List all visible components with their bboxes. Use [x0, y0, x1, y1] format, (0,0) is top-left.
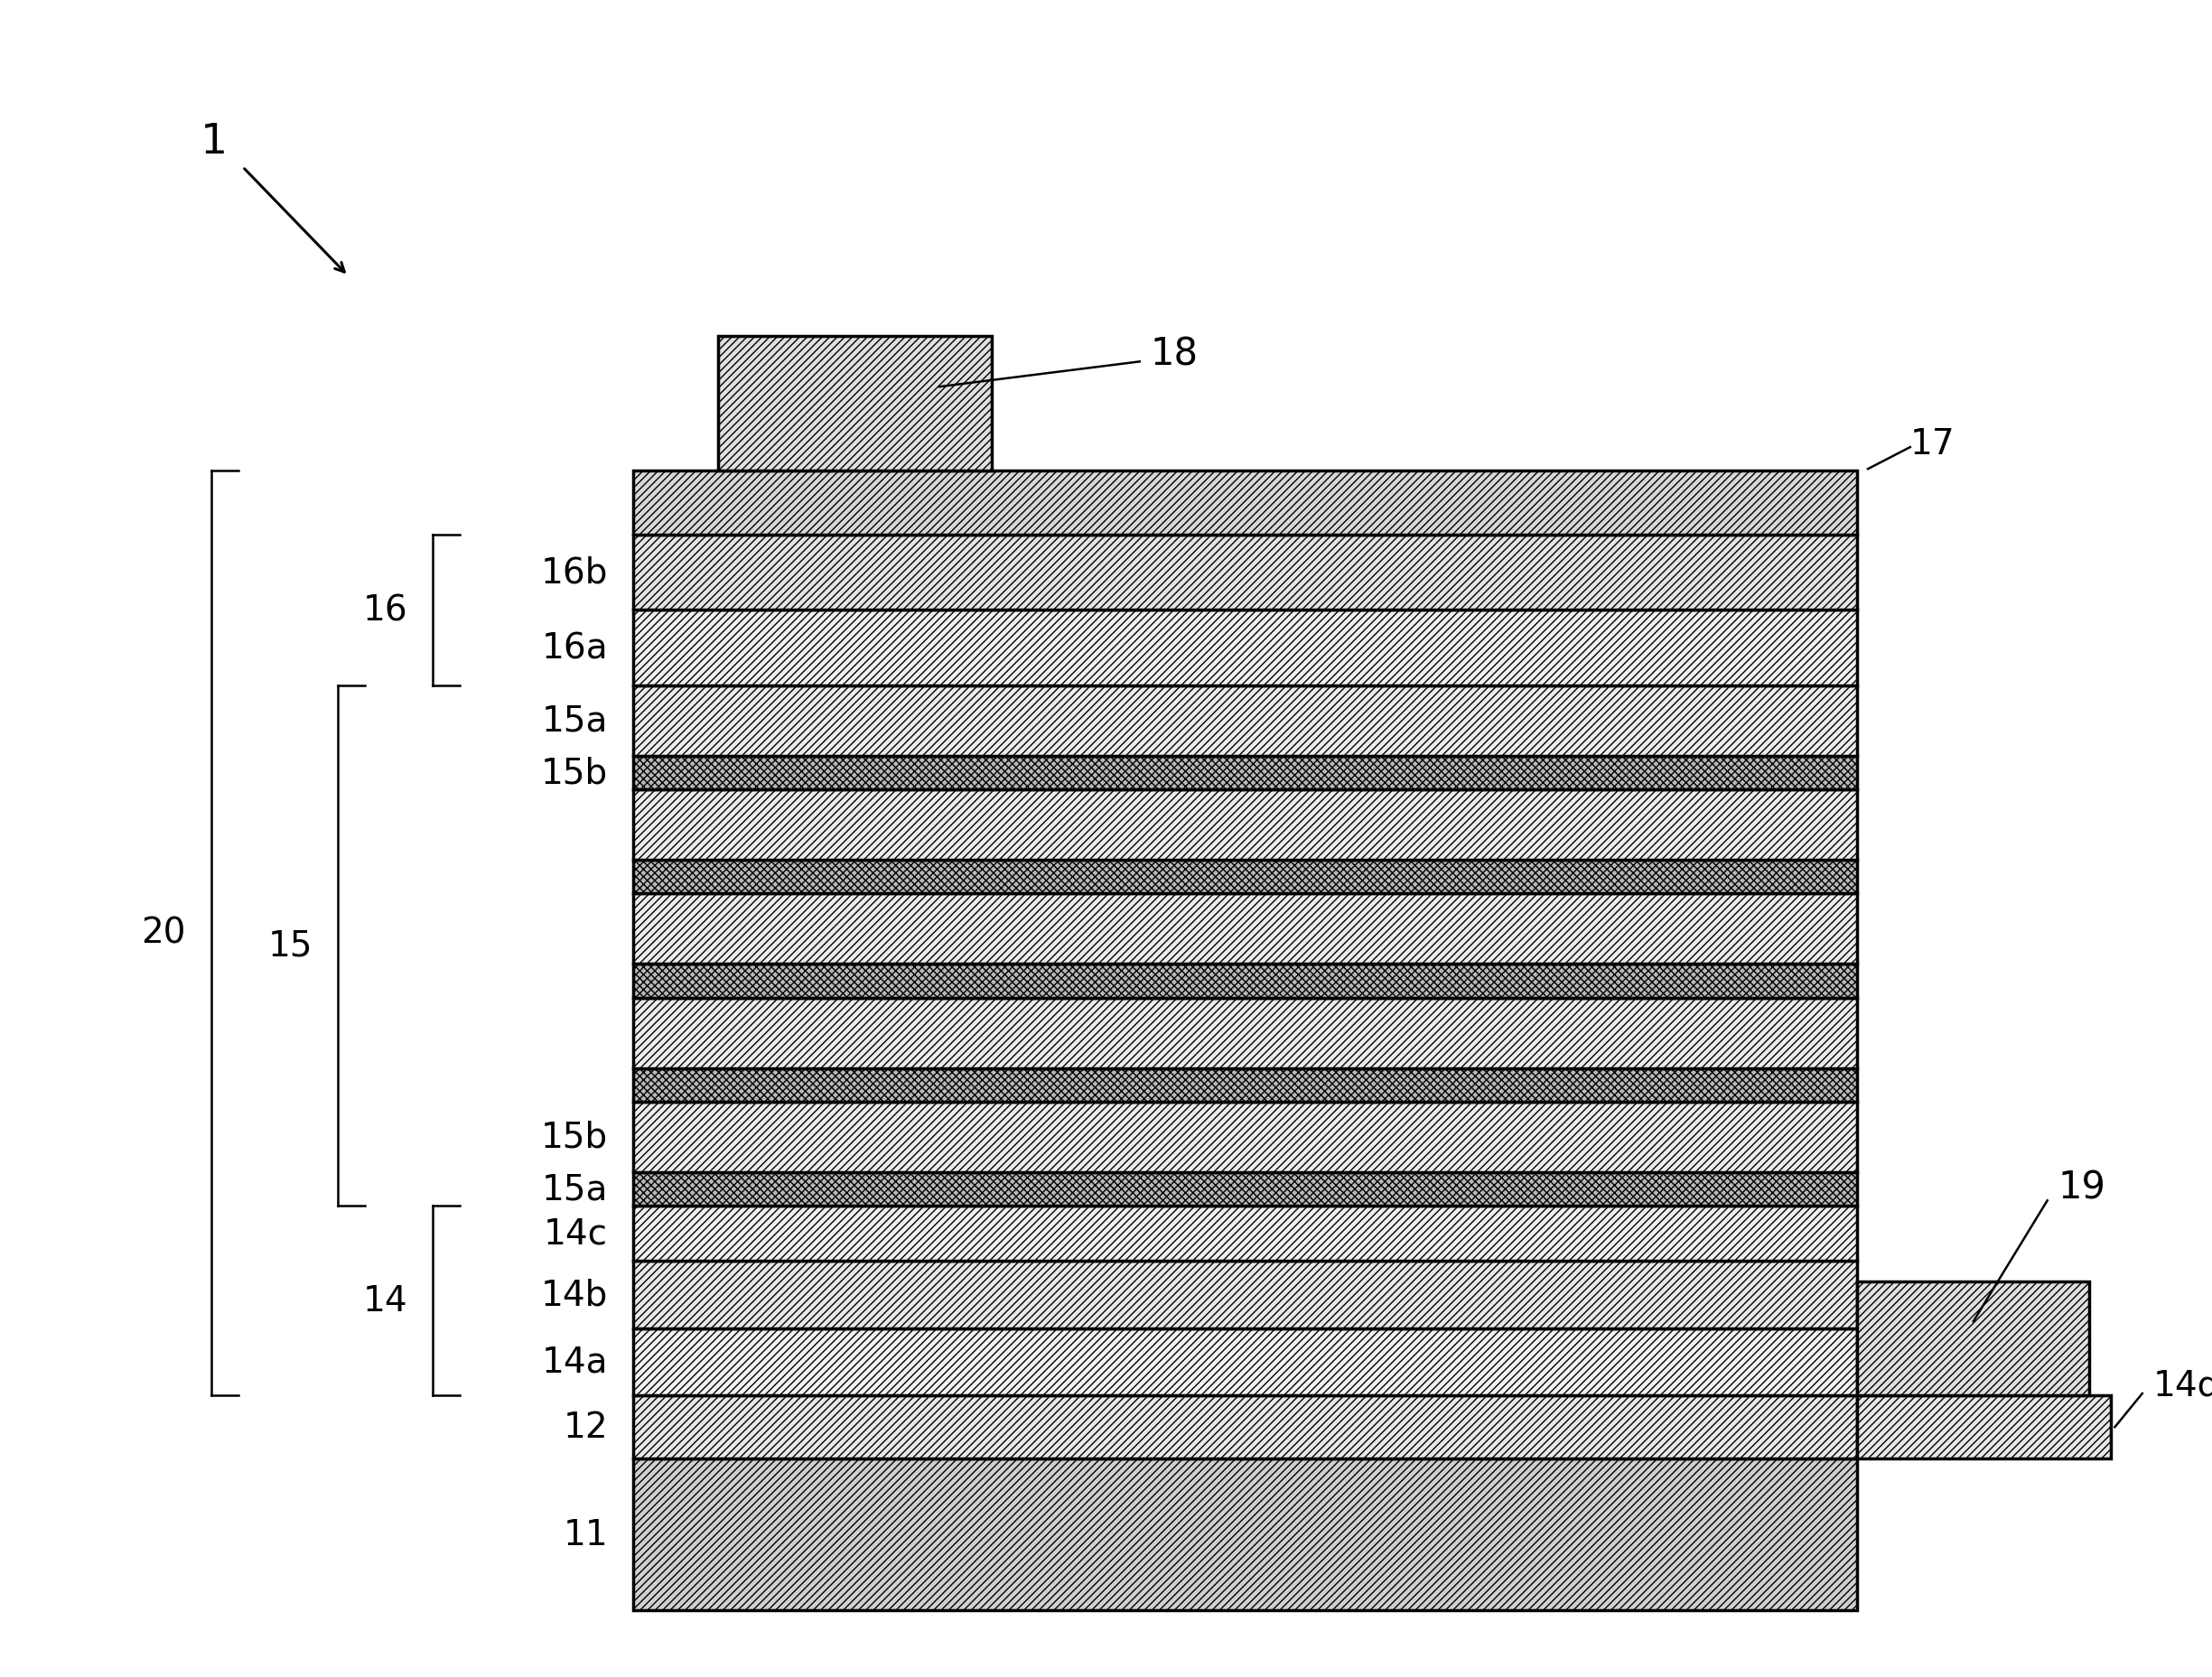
Bar: [633, 756, 1858, 790]
Bar: [633, 894, 1858, 964]
Bar: [633, 1068, 1858, 1102]
Bar: [633, 1395, 1858, 1459]
Text: 14b: 14b: [540, 1278, 608, 1311]
Bar: [633, 686, 1858, 756]
Bar: [633, 1102, 1858, 1172]
Bar: [717, 337, 991, 471]
Text: 15b: 15b: [542, 756, 608, 790]
Text: 16: 16: [363, 594, 407, 627]
Text: 14d: 14d: [2152, 1368, 2212, 1402]
Bar: [633, 964, 1858, 998]
Text: 15: 15: [268, 929, 312, 963]
Bar: [1858, 1395, 2110, 1459]
Bar: [633, 535, 1858, 610]
Text: 17: 17: [1911, 428, 1955, 461]
Text: 20: 20: [142, 916, 186, 951]
Text: 16b: 16b: [540, 555, 608, 590]
Text: 16a: 16a: [542, 631, 608, 666]
Bar: [633, 998, 1858, 1068]
Bar: [633, 790, 1858, 860]
Text: 1: 1: [201, 122, 228, 163]
Bar: [633, 1328, 1858, 1395]
Text: 15a: 15a: [542, 1172, 608, 1206]
Text: 14c: 14c: [544, 1216, 608, 1251]
Bar: [633, 471, 1858, 535]
Text: 15a: 15a: [542, 704, 608, 738]
Bar: [633, 860, 1858, 894]
Bar: [633, 1261, 1858, 1328]
Text: 14a: 14a: [542, 1345, 608, 1378]
Bar: [633, 610, 1858, 686]
Bar: [633, 1459, 1858, 1610]
Text: 18: 18: [1150, 335, 1199, 372]
Bar: [1858, 1281, 2090, 1395]
Text: 14: 14: [363, 1283, 407, 1318]
Bar: [633, 1206, 1858, 1261]
Text: 12: 12: [564, 1410, 608, 1444]
Text: 15b: 15b: [542, 1120, 608, 1154]
Bar: [633, 1172, 1858, 1206]
Text: 19: 19: [2057, 1169, 2106, 1206]
Text: 11: 11: [562, 1518, 608, 1551]
